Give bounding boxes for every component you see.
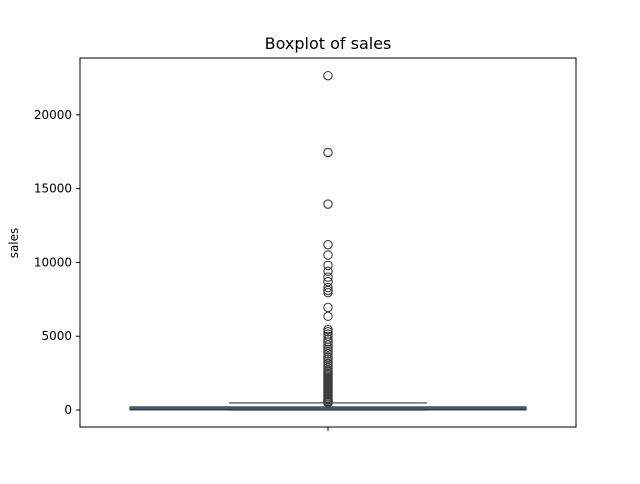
outlier-point-3 — [323, 239, 333, 250]
y-tick-label-2: 10000 — [34, 255, 72, 269]
y-tick-label-3: 15000 — [34, 182, 72, 196]
y-tick-label-1: 5000 — [41, 329, 72, 343]
y-axis-label: sales — [7, 228, 21, 259]
outlier-point-24 — [323, 349, 333, 359]
outlier-point-19 — [323, 337, 333, 347]
plot-area: 0 5000 10000 15000 20000 — [34, 57, 577, 431]
y-tick-label-0: 0 — [64, 403, 72, 417]
outlier-point-6 — [323, 266, 333, 277]
chart-title: Boxplot of sales — [265, 34, 392, 53]
outlier-point-12 — [323, 302, 333, 313]
outlier-point-2 — [323, 199, 333, 209]
outlier-point-0 — [323, 70, 333, 81]
outlier-point-7 — [323, 272, 333, 282]
y-tick-label-4: 20000 — [34, 108, 72, 122]
outlier-point-11 — [323, 287, 333, 298]
outlier-point-4 — [323, 250, 333, 260]
outlier-point-54 — [323, 397, 333, 408]
outlier-point-1 — [323, 147, 333, 158]
outlier-point-9 — [323, 282, 333, 293]
outlier-point-13 — [323, 311, 333, 322]
outlier-point-5 — [323, 260, 333, 271]
